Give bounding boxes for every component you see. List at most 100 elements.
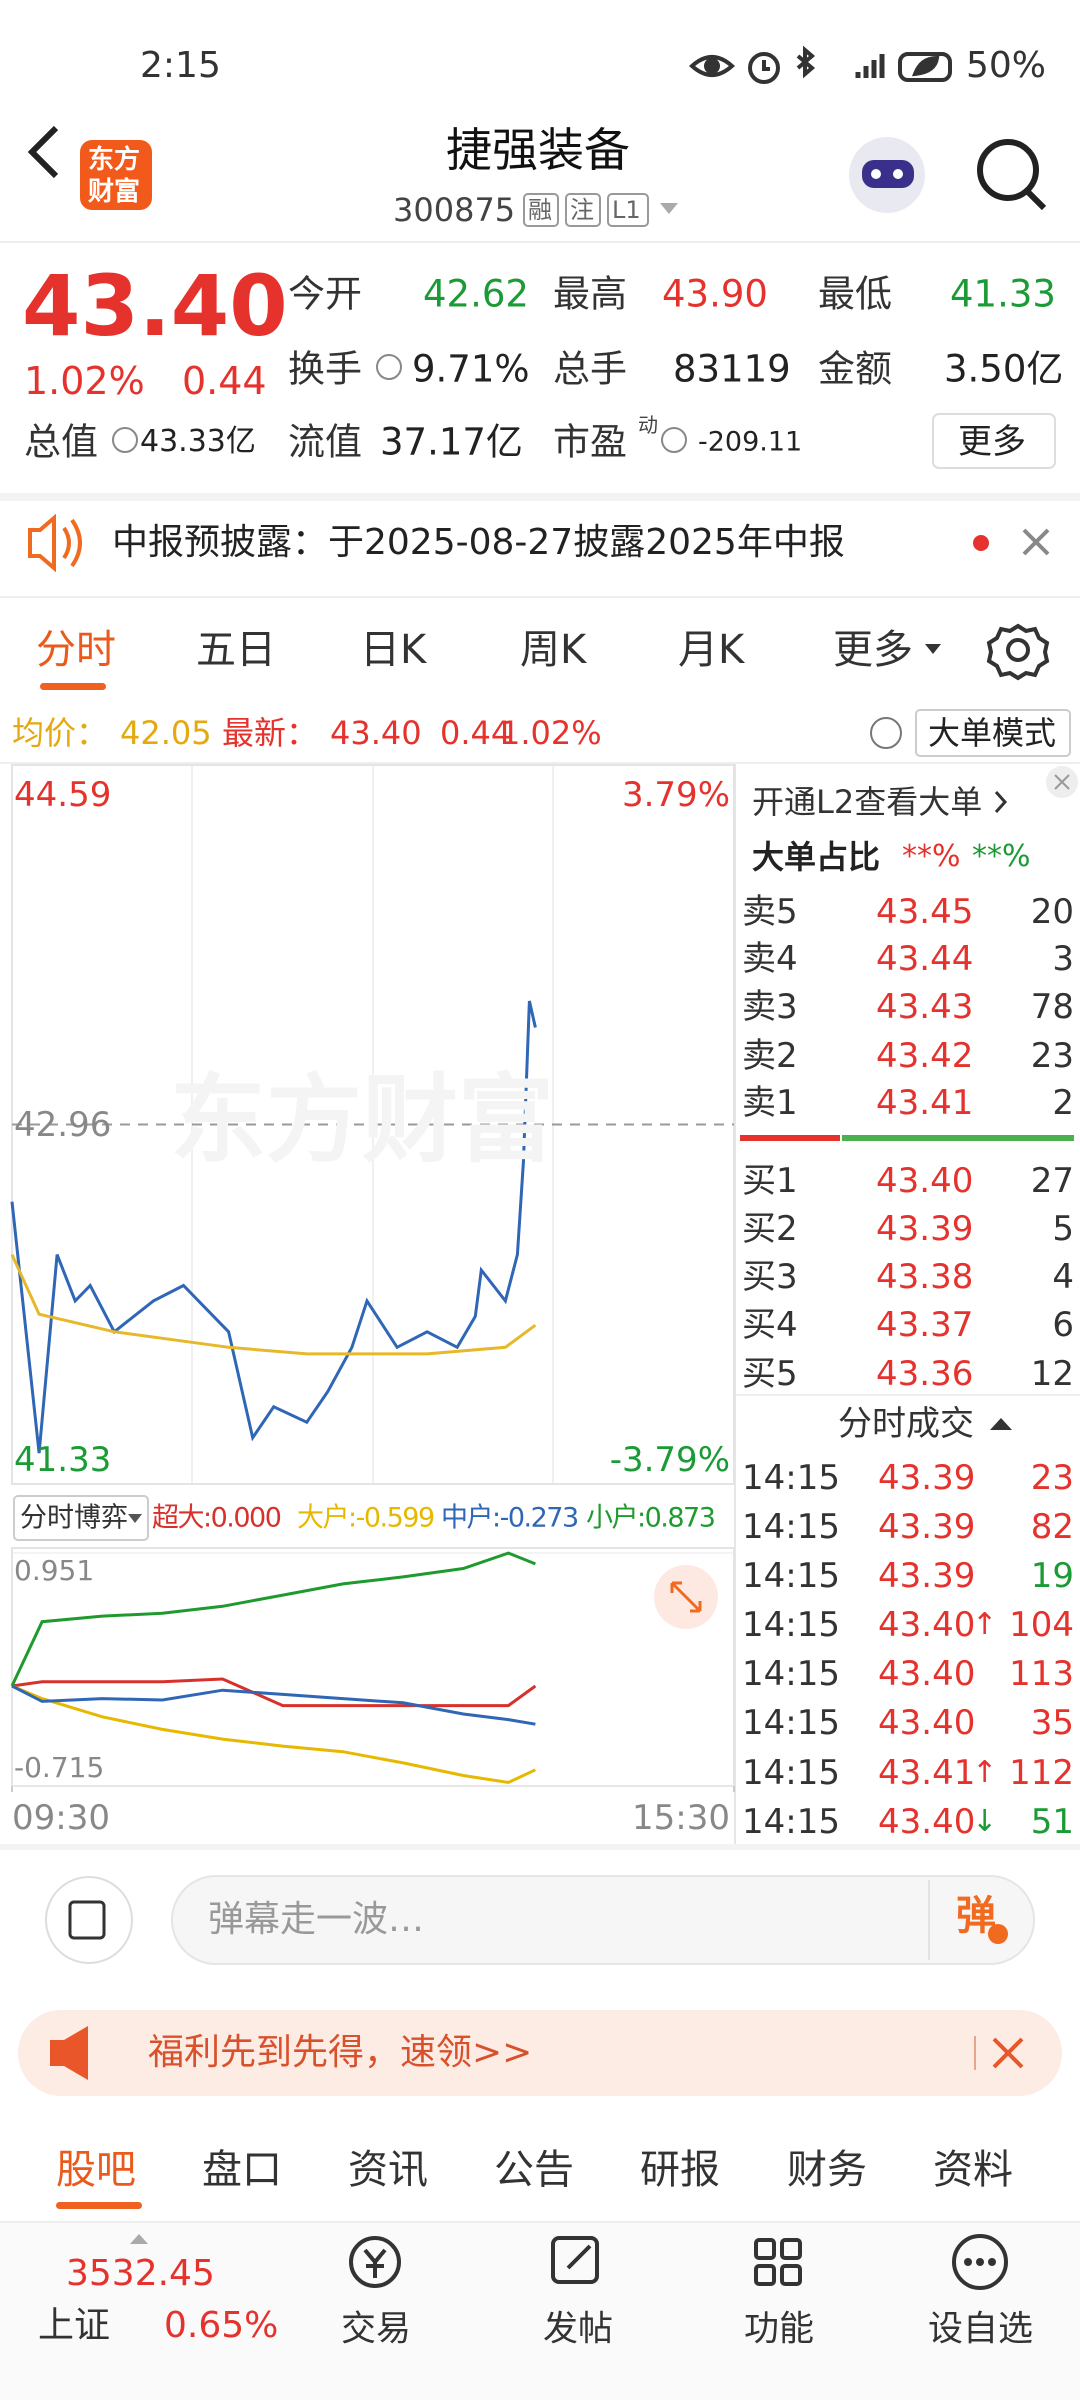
logo-text: 财富 bbox=[88, 177, 141, 207]
trade-arrow: ↑ bbox=[972, 1755, 998, 1790]
nav-item[interactable]: 交易 bbox=[341, 2309, 412, 2350]
settings-icon[interactable] bbox=[986, 623, 1050, 681]
promo-banner[interactable] bbox=[18, 2010, 1062, 2096]
ratio-label: 大单占比 bbox=[752, 838, 881, 876]
trade-volume: 51 bbox=[1030, 1802, 1074, 1842]
trade-time: 14:15 bbox=[742, 1654, 840, 1694]
field-value: -209.11 bbox=[698, 426, 803, 458]
book-price: 43.36 bbox=[876, 1354, 974, 1394]
trade-arrow: ↑ bbox=[972, 1607, 998, 1642]
unread-dot bbox=[973, 535, 989, 551]
search-icon[interactable] bbox=[977, 139, 1047, 211]
danmaku-button[interactable]: 弹 bbox=[956, 1893, 996, 1939]
comment-input[interactable] bbox=[171, 1875, 1035, 1965]
index-name[interactable]: 上证 bbox=[38, 2305, 111, 2346]
comment-toggle[interactable] bbox=[45, 1876, 133, 1964]
trade-arrow: ↓ bbox=[972, 1804, 998, 1839]
eye bbox=[893, 169, 903, 179]
x-tick-label: 09:30 bbox=[12, 1798, 110, 1838]
chart-tab[interactable]: 更多 bbox=[833, 627, 913, 673]
bottom-tab[interactable]: 公告 bbox=[494, 2147, 574, 2193]
more-button[interactable]: 更多 bbox=[958, 422, 1026, 462]
trade-volume: 35 bbox=[1030, 1703, 1074, 1743]
bottom-tab[interactable]: 股吧 bbox=[56, 2147, 136, 2193]
book-volume: 6 bbox=[1052, 1305, 1074, 1345]
close-x bbox=[1054, 774, 1070, 790]
trade-volume: 19 bbox=[1030, 1556, 1074, 1596]
book-volume: 78 bbox=[1030, 987, 1074, 1027]
l2-link[interactable]: 开通L2查看大单 bbox=[752, 783, 983, 821]
promo-text[interactable]: 福利先到先得，速领>> bbox=[148, 2032, 533, 2073]
book-volume: 5 bbox=[1052, 1209, 1074, 1249]
latest-value: 43.40 bbox=[330, 714, 422, 752]
nav-item[interactable]: 发帖 bbox=[543, 2309, 614, 2350]
trade-price: 43.41 bbox=[878, 1753, 976, 1793]
logo-text: 东方 bbox=[88, 145, 141, 175]
field-value: 43.90 bbox=[662, 272, 768, 316]
chevron bbox=[994, 790, 1008, 814]
bottom-tab[interactable]: 财务 bbox=[787, 2147, 867, 2193]
chart-tab[interactable]: 周K bbox=[520, 627, 587, 673]
nav-item[interactable]: 设自选 bbox=[928, 2309, 1034, 2350]
more-button[interactable] bbox=[932, 413, 1056, 469]
latest-label: 最新： bbox=[222, 714, 319, 752]
divider bbox=[928, 1880, 930, 1960]
badges bbox=[523, 193, 649, 227]
field-value: 9.71% bbox=[412, 347, 530, 391]
book-price: 43.40 bbox=[876, 1161, 974, 1201]
chart-tab[interactable]: 月K bbox=[678, 627, 745, 673]
tab-indicator bbox=[40, 683, 106, 690]
book-level: 卖2 bbox=[742, 1036, 798, 1076]
mode-button[interactable]: 大单模式 bbox=[928, 714, 1057, 752]
last-price: 43.40 bbox=[22, 257, 288, 355]
trade-volume: 113 bbox=[1009, 1654, 1074, 1694]
chart-tab[interactable]: 五日 bbox=[196, 627, 276, 673]
bottom-tab[interactable]: 资料 bbox=[933, 2147, 1013, 2193]
comment-placeholder[interactable]: 弹幕走一波… bbox=[208, 1899, 425, 1940]
mode-button[interactable] bbox=[915, 709, 1071, 757]
trade-time: 14:15 bbox=[742, 1458, 840, 1498]
legend-entry: 超大:0.000 bbox=[152, 1502, 282, 1534]
bottom-tab[interactable]: 研报 bbox=[640, 2147, 720, 2193]
help-icon[interactable] bbox=[870, 717, 902, 749]
indicator-selector[interactable]: 分时博弈 bbox=[20, 1502, 128, 1534]
trade-time: 14:15 bbox=[742, 1605, 840, 1645]
close-icon[interactable] bbox=[1022, 528, 1050, 556]
book-volume: 12 bbox=[1030, 1354, 1074, 1394]
ratio-sell: **% bbox=[972, 839, 1031, 874]
megaphone-icon bbox=[50, 2026, 88, 2080]
trade-price: 43.40 bbox=[878, 1703, 976, 1743]
nav-icons bbox=[349, 2234, 1008, 2290]
field-value: 37.17亿 bbox=[380, 420, 523, 464]
avg-label: 均价： bbox=[12, 714, 109, 752]
field-label: 今开 bbox=[288, 272, 362, 316]
x-tick-label: 15:30 bbox=[632, 1798, 730, 1838]
bottom-tab[interactable]: 资讯 bbox=[348, 2147, 428, 2193]
legend-entry: 大户:-0.599 bbox=[297, 1502, 435, 1534]
change-pct: 1.02% bbox=[24, 359, 145, 403]
trade-time: 14:15 bbox=[742, 1703, 840, 1743]
divider bbox=[0, 762, 1080, 764]
field-value: 83119 bbox=[673, 347, 791, 391]
divider bbox=[0, 493, 1080, 501]
close-icon[interactable] bbox=[992, 2037, 1024, 2069]
trade-price: 43.40 bbox=[878, 1802, 976, 1842]
back-icon[interactable] bbox=[27, 125, 59, 179]
index-change[interactable]: 0.65% bbox=[164, 2305, 279, 2346]
nav-item[interactable]: 功能 bbox=[744, 2309, 815, 2350]
divider bbox=[0, 241, 1080, 243]
index-value[interactable]: 3532.45 bbox=[66, 2253, 215, 2294]
trade-price: 43.40 bbox=[878, 1654, 976, 1694]
book-level: 买5 bbox=[742, 1354, 798, 1394]
trade-price: 43.39 bbox=[878, 1507, 976, 1547]
bottom-tab[interactable]: 盘口 bbox=[202, 2147, 282, 2193]
selector-box[interactable] bbox=[13, 1495, 149, 1541]
chart-tab[interactable]: 日K bbox=[360, 627, 427, 673]
status-icons bbox=[689, 45, 952, 84]
change: 0.44 bbox=[182, 359, 267, 403]
chart-tab[interactable]: 分时 bbox=[36, 627, 116, 673]
notice-text[interactable]: 中报预披露：于2025-08-27披露2025年中报 bbox=[112, 522, 845, 563]
field-label: 流值 bbox=[288, 420, 362, 464]
